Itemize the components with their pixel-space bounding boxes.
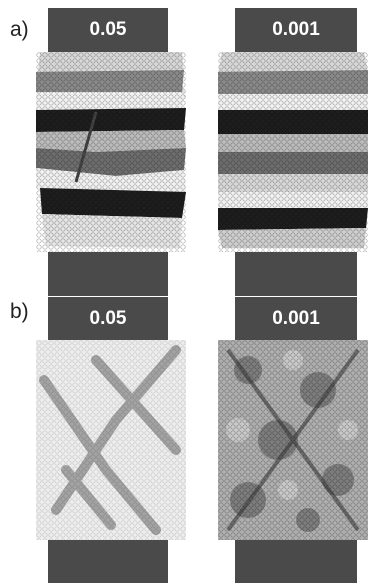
sample-a-right [218, 52, 368, 252]
sample-a-left [36, 52, 186, 252]
top-platen-a-left: 0.05 [48, 8, 168, 52]
top-platen-b-right: 0.001 [235, 297, 357, 341]
top-platen-a-right: 0.001 [235, 8, 357, 52]
rate-label: 0.05 [89, 19, 127, 40]
panel-label-a: a) [10, 18, 29, 41]
bottom-platen-b-right [235, 540, 357, 583]
sample-b-left [36, 340, 186, 540]
top-platen-b-left: 0.05 [48, 297, 168, 341]
sample-b-right [218, 340, 368, 540]
bottom-platen-a-right [235, 252, 357, 296]
rate-label: 0.001 [272, 308, 320, 329]
panel-label-b: b) [10, 300, 29, 323]
bottom-platen-b-left [48, 540, 168, 583]
rate-label: 0.05 [89, 308, 127, 329]
rate-label: 0.001 [272, 19, 320, 40]
bottom-platen-a-left [48, 252, 168, 296]
